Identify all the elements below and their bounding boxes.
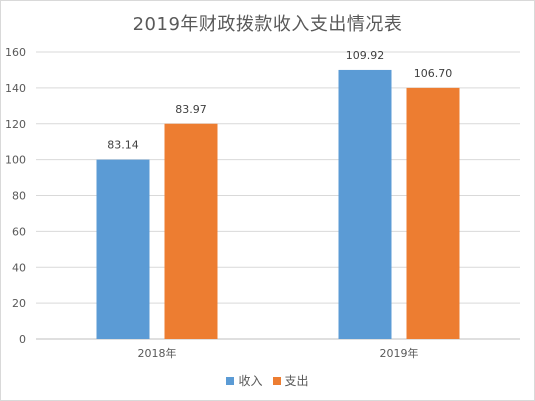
y-tick-label: 120 [5,118,26,131]
y-tick-label: 100 [5,154,26,167]
y-tick-label: 160 [5,46,26,59]
y-tick-label: 60 [12,225,26,238]
y-tick-label: 80 [12,190,26,203]
x-tick-label: 2018年 [138,346,177,360]
legend-swatch-income [226,376,235,385]
legend-item-income: 收入 [226,372,263,389]
legend-item-expense: 支出 [272,372,309,389]
bar-income-1 [338,69,392,339]
data-label: 109.92 [346,49,385,62]
data-label: 83.14 [107,139,139,152]
bar-expense-0 [164,123,218,339]
bar-expense-1 [406,87,460,339]
bar-income-0 [96,159,150,339]
legend-label-income: 收入 [238,374,263,388]
data-label: 83.97 [175,103,207,116]
y-tick-label: 40 [12,261,26,274]
y-tick-label: 0 [19,333,26,346]
y-tick-label: 20 [12,297,26,310]
legend: 收入 支出 [0,372,535,389]
data-label: 106.70 [414,67,453,80]
x-tick-label: 2019年 [380,346,419,360]
chart-title: 2019年财政拨款收入支出情况表 [132,14,403,35]
legend-label-expense: 支出 [284,374,309,388]
legend-swatch-expense [272,376,281,385]
y-tick-label: 140 [5,82,26,95]
